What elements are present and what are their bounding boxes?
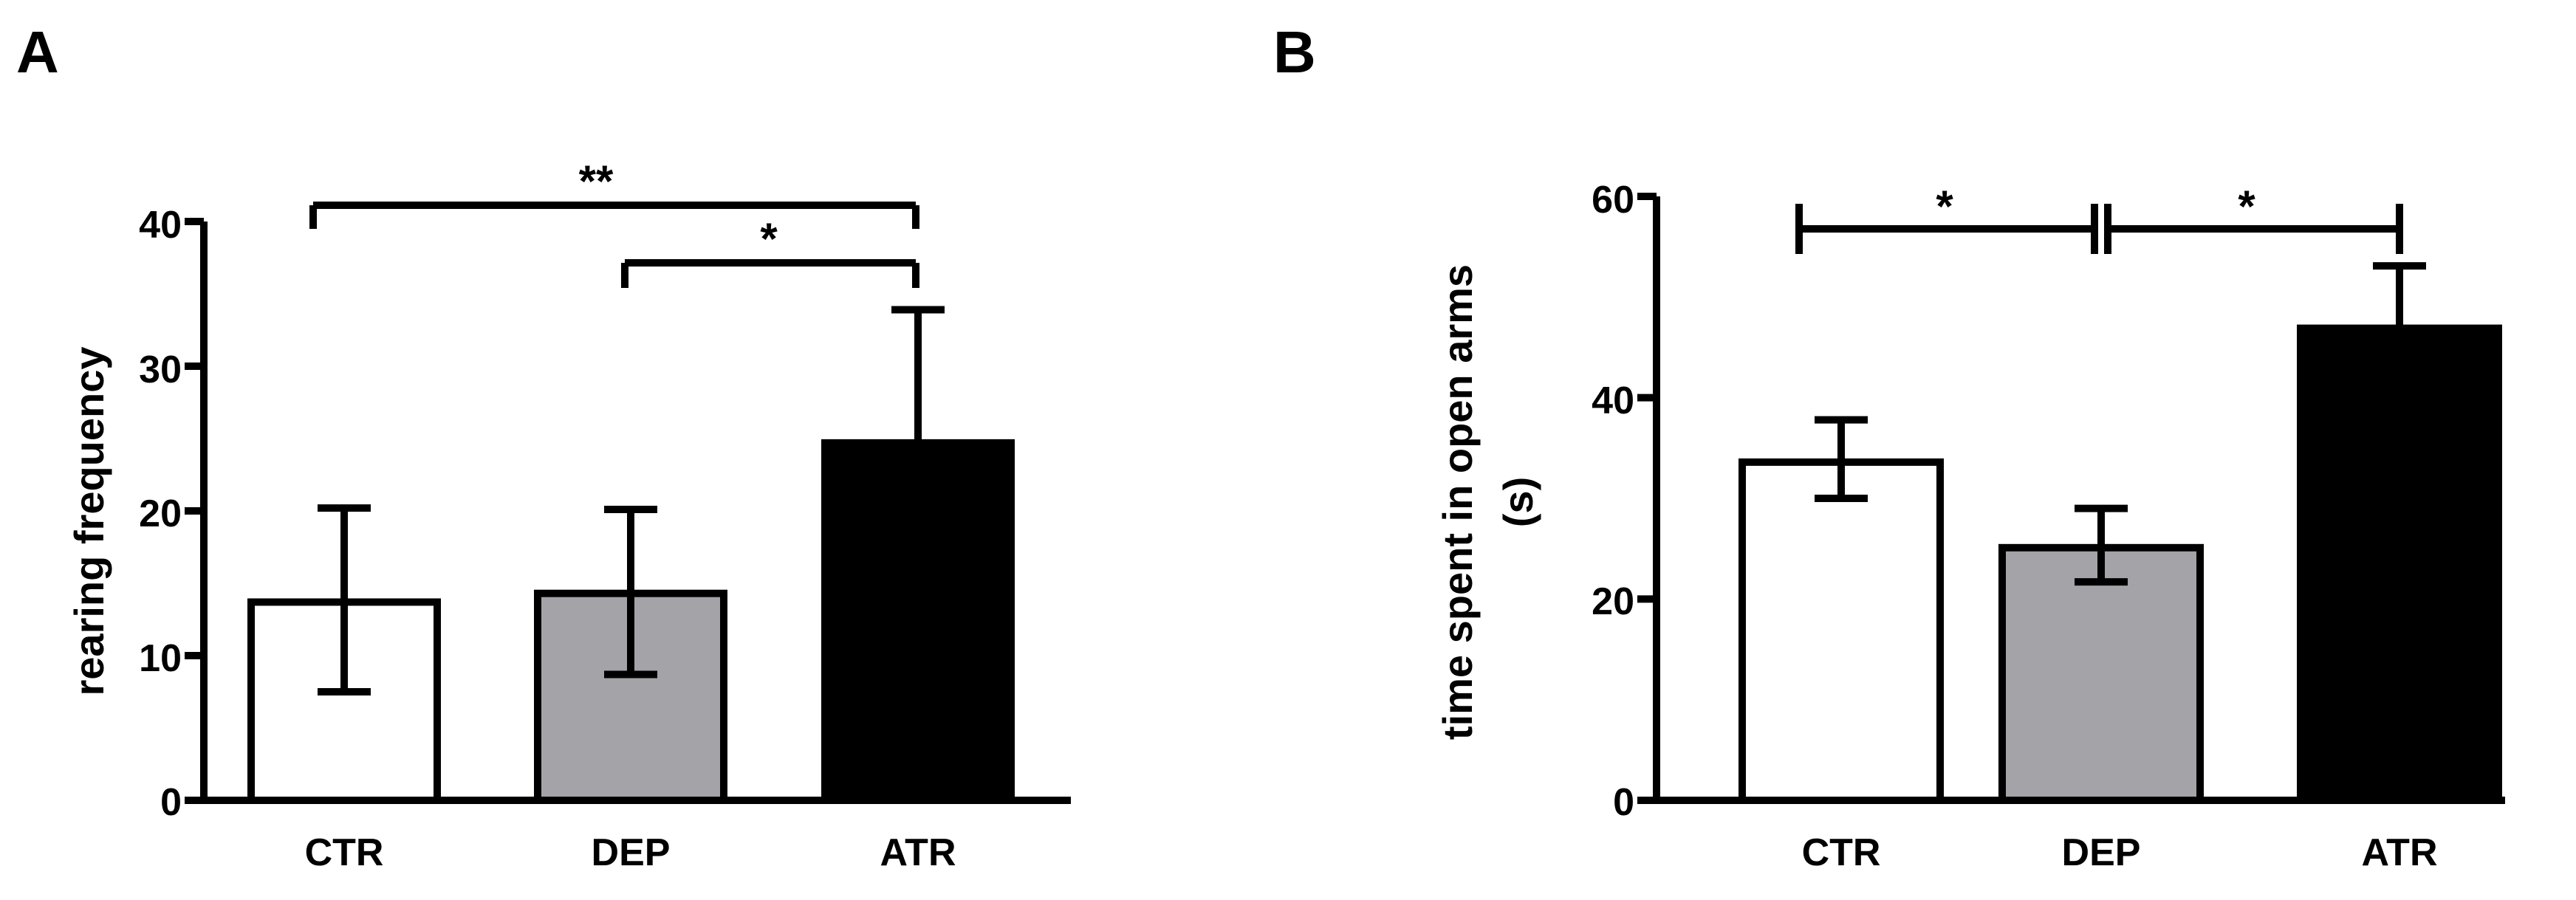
- panel-a-y-tick-label: 30: [139, 348, 182, 391]
- panel-a-plot-area: [185, 202, 1071, 804]
- panel-b-y-ticks: 0 20 40 60: [1592, 179, 1634, 824]
- panel-a-x-tick-label: CTR: [305, 831, 384, 874]
- panel-b-bar-atr: [2297, 324, 2502, 804]
- panel-a-y-tick-label: 10: [139, 637, 182, 680]
- panel-a-significance: ** *: [579, 157, 778, 264]
- panel-b-x-tick-label: DEP: [2062, 831, 2141, 874]
- panel-a-x-tick-label: ATR: [880, 831, 956, 874]
- panel-a-y-tick-label: 40: [139, 204, 182, 247]
- panel-b-y-tick-label: 20: [1592, 580, 1634, 623]
- panel-b-y-tick-label: 40: [1592, 379, 1634, 422]
- panel-a-y-tick-label: 20: [139, 492, 182, 535]
- panel-b: B time spent in open arms (s) 0 20 40 60…: [1273, 19, 2505, 874]
- panel-a-significance-label: *: [760, 214, 778, 264]
- panel-a-y-tick-label: 0: [160, 781, 182, 824]
- panel-b-significance: * *: [1936, 182, 2255, 231]
- panel-a-x-ticks: CTR DEP ATR: [305, 831, 956, 874]
- panel-b-significance-label: *: [2238, 182, 2255, 231]
- panel-a-label: A: [16, 19, 59, 85]
- panel-b-y-tick-label: 60: [1592, 179, 1634, 221]
- panel-b-bar-dep: [1998, 543, 2204, 804]
- panel-b-bar-ctr: [1739, 458, 1944, 804]
- panel-a-bar-atr: [821, 439, 1015, 804]
- panel-a: A rearing frequency 0 10 20 30 40 CTR DE…: [16, 19, 1071, 874]
- panel-b-x-ticks: CTR DEP ATR: [1802, 831, 2438, 874]
- panel-b-plot-area: [1637, 193, 2505, 804]
- panel-a-x-tick-label: DEP: [592, 831, 671, 874]
- panel-b-label: B: [1273, 19, 1316, 85]
- panel-a-y-ticks: 0 10 20 30 40: [139, 204, 182, 824]
- panel-a-significance-label: **: [579, 157, 614, 206]
- panel-b-significance-label: *: [1936, 182, 1953, 231]
- panel-b-y-tick-label: 0: [1613, 781, 1634, 824]
- panel-a-y-axis-label: rearing frequency: [66, 346, 112, 695]
- panel-b-x-tick-label: CTR: [1802, 831, 1881, 874]
- panel-b-y-axis-label: time spent in open arms: [1434, 264, 1481, 740]
- panel-b-y-axis-label-unit: (s): [1495, 477, 1541, 527]
- panel-b-x-tick-label: ATR: [2361, 831, 2437, 874]
